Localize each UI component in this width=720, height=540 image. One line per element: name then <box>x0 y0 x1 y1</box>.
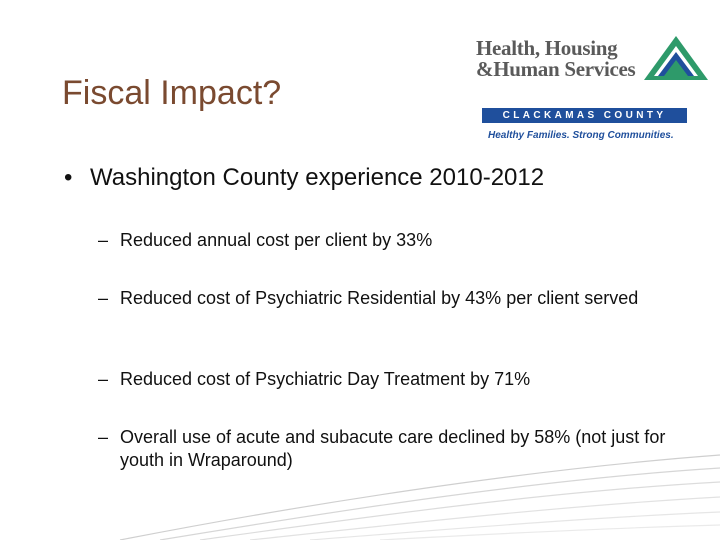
sub-bullet: – Reduced cost of Psychiatric Day Treatm… <box>98 368 678 391</box>
logo-county-band: CLACKAMAS COUNTY <box>482 108 687 123</box>
sub-bullet: – Reduced cost of Psychiatric Residentia… <box>98 287 678 310</box>
main-bullet: • Washington County experience 2010-2012 <box>64 164 544 192</box>
logo-line1: Health, Housing <box>476 36 618 60</box>
sub-bullet-text: Reduced cost of Psychiatric Day Treatmen… <box>120 369 531 389</box>
dash-icon: – <box>98 369 109 389</box>
main-bullet-text: Washington County experience 2010-2012 <box>90 164 545 191</box>
logo-tagline: Healthy Families. Strong Communities. <box>488 130 674 141</box>
sub-bullet: – Reduced annual cost per client by 33% <box>98 229 678 252</box>
sub-bullet-text: Overall use of acute and subacute care d… <box>120 427 666 470</box>
sub-bullet-text: Reduced annual cost per client by 33% <box>120 230 433 250</box>
dash-icon: – <box>98 230 109 250</box>
bullet-icon: • <box>64 164 73 191</box>
logo-line2: &Human Services <box>476 57 636 81</box>
dash-icon: – <box>98 288 109 308</box>
dash-icon: – <box>98 427 109 447</box>
slide-title: Fiscal Impact? <box>62 74 282 112</box>
county-logo: Health, Housing &Human Services CLACKAMA… <box>474 30 714 141</box>
sub-bullet: – Overall use of acute and subacute care… <box>98 426 678 472</box>
mountain-icon <box>644 36 708 80</box>
sub-bullet-text: Reduced cost of Psychiatric Residential … <box>120 288 639 308</box>
